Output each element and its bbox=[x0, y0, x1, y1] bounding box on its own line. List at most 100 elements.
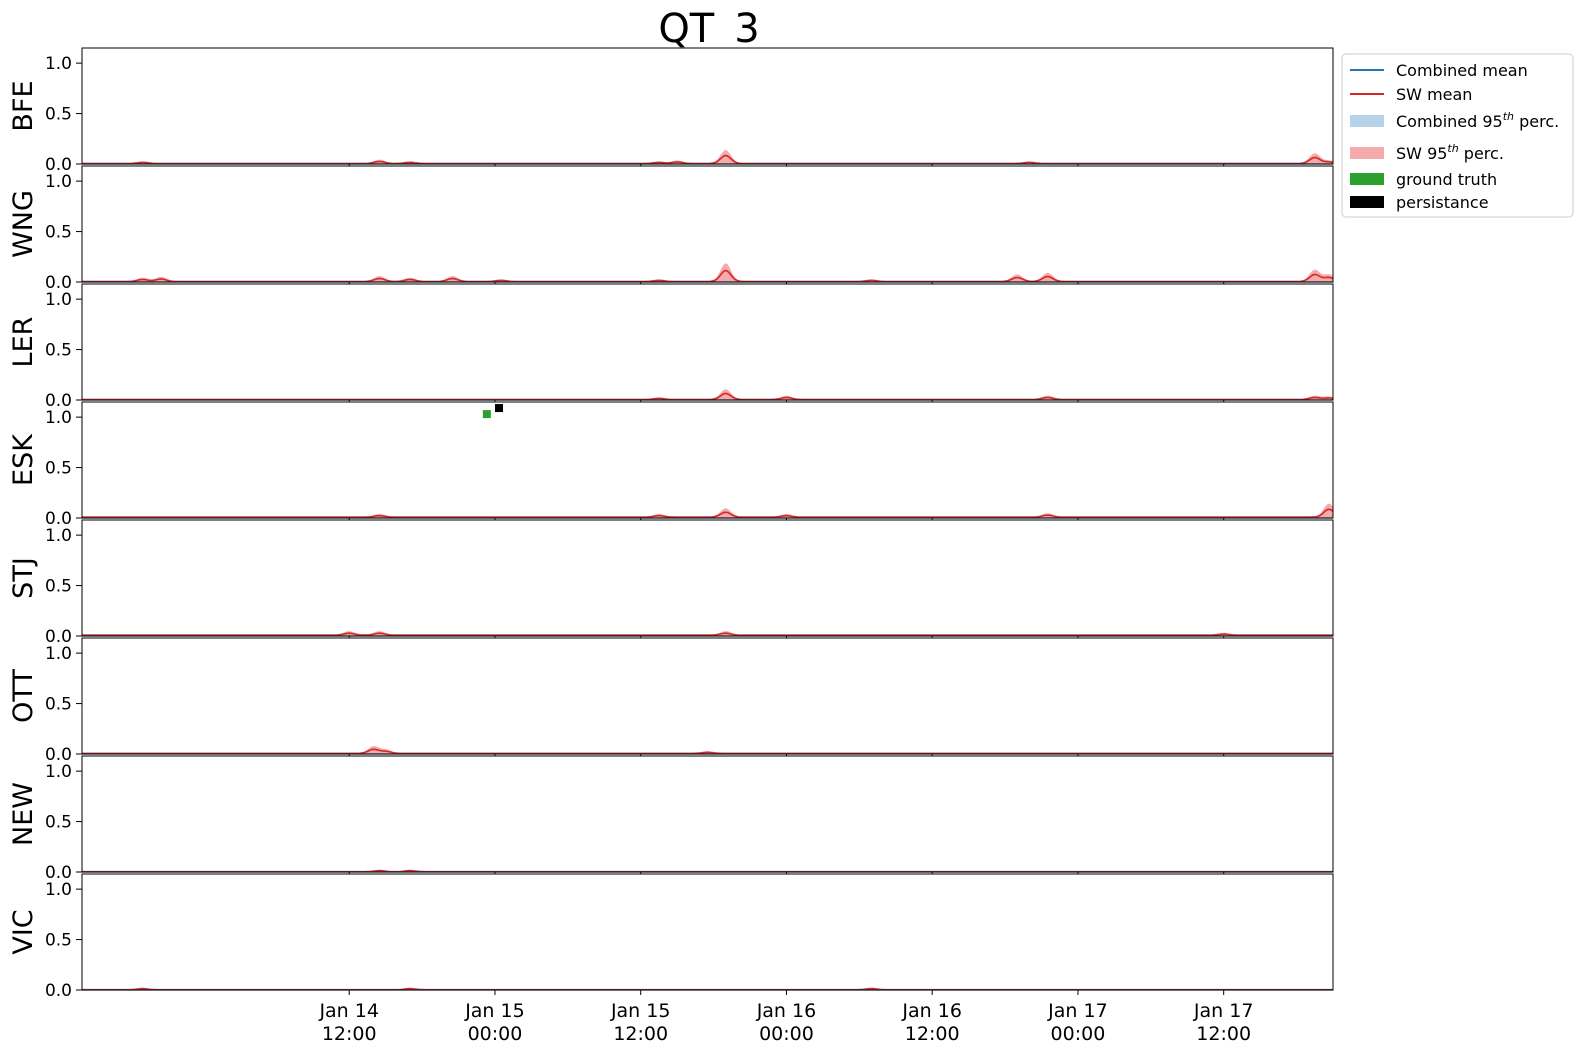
panel-frame bbox=[81, 165, 1334, 283]
panel-frame bbox=[81, 519, 1334, 637]
panel-wng: 0.0 0.5 1.0 WNG bbox=[8, 165, 1334, 293]
legend-box bbox=[1341, 53, 1574, 218]
panel-stj: 0.0 0.5 1.0 STJ bbox=[8, 519, 1334, 647]
y-tick-label: 1.0 bbox=[45, 290, 72, 310]
panel-label: OTT bbox=[8, 669, 39, 723]
y-tick-label: 0.5 bbox=[45, 813, 72, 833]
panel-background bbox=[82, 520, 1333, 636]
x-tick-label: Jan 16 bbox=[756, 1000, 817, 1022]
panel-label: NEW bbox=[8, 782, 39, 846]
legend-entry: persistance bbox=[1350, 193, 1489, 212]
panel-background bbox=[82, 48, 1333, 164]
y-tick-label: 1.0 bbox=[45, 408, 72, 428]
panel-frame bbox=[81, 401, 1334, 519]
panel-label: ESK bbox=[8, 433, 39, 486]
panel-background bbox=[82, 402, 1333, 518]
x-tick-label: Jan 15 bbox=[610, 1000, 671, 1022]
y-tick-label: 0.0 bbox=[45, 981, 72, 1001]
legend-label-part: perc. bbox=[1459, 144, 1504, 163]
y-tick-label: 0.5 bbox=[45, 695, 72, 715]
sw-mean-line bbox=[82, 508, 1334, 518]
panel-frame bbox=[81, 873, 1334, 991]
panel-label: LER bbox=[8, 317, 39, 368]
y-tick-label: 0.0 bbox=[45, 627, 72, 647]
x-tick-label: Jan 14 bbox=[318, 1000, 379, 1022]
legend-label-superscript: th bbox=[1503, 110, 1514, 123]
y-tick-label: 0.0 bbox=[45, 509, 72, 529]
x-tick-label: 00:00 bbox=[1051, 1023, 1106, 1045]
panel-new: 0.0 0.5 1.0 NEW bbox=[8, 755, 1334, 883]
legend-patch-swatch bbox=[1350, 115, 1384, 127]
y-tick-label: 0.5 bbox=[45, 223, 72, 243]
y-tick-label: 0.5 bbox=[45, 105, 72, 125]
chart-panels: 0.00.51.0BFE0.00.51.0WNG0.00.51.0LER0.00… bbox=[8, 47, 1334, 1001]
x-tick-label: Jan 17 bbox=[1193, 1000, 1254, 1022]
panel-frame bbox=[81, 755, 1334, 873]
legend-entry: Combined 95th perc. bbox=[1350, 110, 1559, 131]
panel-ler: 0.0 0.5 1.0 LER bbox=[8, 283, 1334, 411]
panel-vic: 0.0 0.5 1.0 VIC bbox=[8, 873, 1334, 1001]
x-tick-label: 12:00 bbox=[613, 1023, 668, 1045]
y-tick-label: 1.0 bbox=[45, 172, 72, 192]
y-tick-label: 0.5 bbox=[45, 459, 72, 479]
legend-label: persistance bbox=[1396, 193, 1489, 212]
legend-label: SW mean bbox=[1396, 85, 1472, 104]
panel-frame bbox=[81, 637, 1334, 755]
y-tick-label: 0.5 bbox=[45, 577, 72, 597]
y-tick-label: 1.0 bbox=[45, 644, 72, 664]
panel-label: VIC bbox=[8, 909, 39, 954]
legend-patch-swatch bbox=[1350, 173, 1384, 185]
y-tick-label: 0.0 bbox=[45, 863, 72, 883]
y-tick-label: 0.0 bbox=[45, 273, 72, 293]
panel-esk: 0.0 0.5 1.0 ESK bbox=[8, 401, 1334, 529]
persistance-marker bbox=[495, 404, 503, 413]
panel-label: STJ bbox=[8, 557, 39, 599]
y-tick-label: 0.0 bbox=[45, 745, 72, 765]
x-tick-label: 00:00 bbox=[468, 1023, 523, 1045]
legend-entry: ground truth bbox=[1350, 170, 1497, 189]
sw-95th-percentile-band bbox=[82, 746, 1333, 754]
legend-entry: Combined mean bbox=[1350, 61, 1528, 80]
legend-label: ground truth bbox=[1396, 170, 1497, 189]
panel-ott: 0.0 0.5 1.0 OTT bbox=[8, 637, 1334, 765]
x-tick-label: Jan 17 bbox=[1047, 1000, 1108, 1022]
x-tick-label: 12:00 bbox=[1196, 1023, 1251, 1045]
legend-entry: SW 95th perc. bbox=[1350, 142, 1504, 163]
y-tick-label: 1.0 bbox=[45, 880, 72, 900]
legend-patch-swatch bbox=[1350, 147, 1384, 159]
x-tick-label: Jan 16 bbox=[901, 1000, 962, 1022]
legend-label-part: perc. bbox=[1514, 112, 1559, 131]
legend-label-part: Combined 95 bbox=[1396, 112, 1503, 131]
x-tick-label: Jan 15 bbox=[464, 1000, 525, 1022]
y-tick-label: 1.0 bbox=[45, 762, 72, 782]
panel-label: BFE bbox=[8, 80, 39, 131]
legend-label-superscript: th bbox=[1447, 142, 1458, 155]
panel-background bbox=[82, 874, 1333, 990]
panel-frame bbox=[81, 47, 1334, 165]
panel-frame bbox=[81, 283, 1334, 401]
legend-label: Combined mean bbox=[1396, 61, 1528, 80]
chart-title: QT_3 bbox=[658, 6, 759, 52]
y-tick-label: 0.5 bbox=[45, 341, 72, 361]
y-tick-label: 0.0 bbox=[45, 155, 72, 175]
y-tick-label: 1.0 bbox=[45, 526, 72, 546]
panel-bfe: 0.0 0.5 1.0 BFE bbox=[8, 47, 1334, 175]
legend-entry: SW mean bbox=[1350, 85, 1472, 104]
sw-mean-line bbox=[82, 632, 1333, 636]
legend-label: Combined 95th perc. bbox=[1396, 110, 1559, 131]
legend-patch-swatch bbox=[1350, 196, 1384, 208]
legend-label: SW 95th perc. bbox=[1396, 142, 1504, 163]
panel-background bbox=[82, 166, 1333, 282]
y-tick-label: 0.0 bbox=[45, 391, 72, 411]
legend-label-part: SW 95 bbox=[1396, 144, 1447, 163]
panel-label: WNG bbox=[8, 190, 39, 258]
ground-truth-marker bbox=[482, 410, 491, 419]
y-tick-label: 1.0 bbox=[45, 54, 72, 74]
y-tick-label: 0.5 bbox=[45, 931, 72, 951]
panel-background bbox=[82, 638, 1333, 754]
x-tick-label: 00:00 bbox=[759, 1023, 814, 1045]
x-tick-label: 12:00 bbox=[322, 1023, 377, 1045]
